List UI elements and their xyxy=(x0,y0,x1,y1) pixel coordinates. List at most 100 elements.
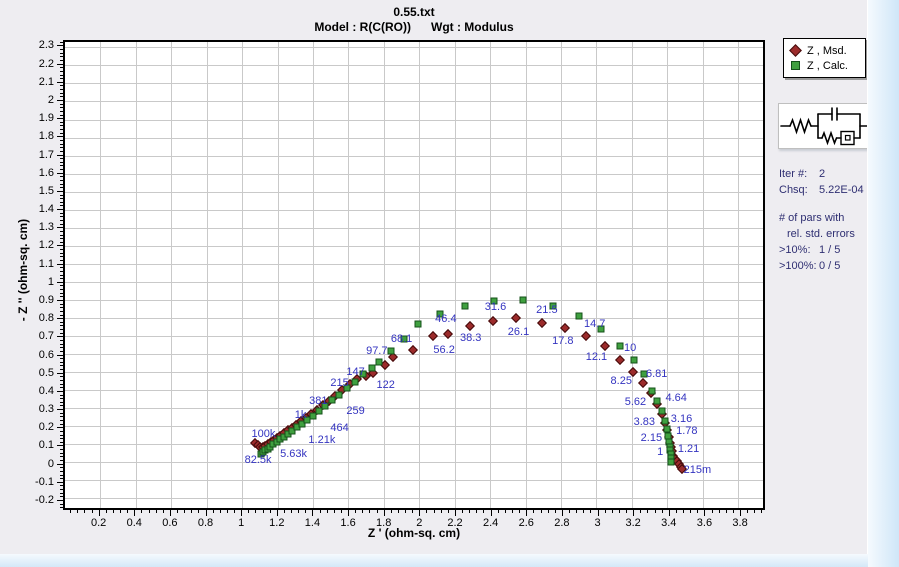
y-tick-label: 1.9 xyxy=(38,112,54,125)
x-tick-label: 0.8 xyxy=(197,517,214,529)
data-point-square xyxy=(597,325,605,333)
x-minor-tick xyxy=(162,510,164,513)
chsq-value: 5.22E-04 xyxy=(819,184,864,196)
y-minor-tick xyxy=(60,249,63,251)
legend: Z , Msd. Z , Calc. xyxy=(783,38,866,78)
y-minor-tick xyxy=(60,201,63,203)
data-point-square xyxy=(661,417,669,425)
window-edge-right xyxy=(867,0,899,567)
x-tick-label: 3 xyxy=(594,517,601,529)
y-major-tick xyxy=(57,190,63,192)
y-minor-tick xyxy=(60,234,63,236)
frequency-label: 1.21k xyxy=(308,434,336,447)
x-minor-tick xyxy=(718,510,720,513)
gridline-horizontal xyxy=(65,425,763,427)
data-point-square xyxy=(648,387,656,395)
frequency-label: 1k xyxy=(294,409,307,422)
y-minor-tick xyxy=(60,314,63,316)
y-minor-tick xyxy=(60,143,63,145)
y-major-tick xyxy=(57,336,63,338)
y-minor-tick xyxy=(60,96,63,98)
data-point-square xyxy=(630,356,638,364)
x-minor-tick xyxy=(198,510,200,513)
data-point-square xyxy=(303,416,311,424)
equivalent-circuit-icon[interactable] xyxy=(778,103,874,149)
data-point-square xyxy=(658,407,666,415)
y-minor-tick xyxy=(60,441,63,443)
y-tick-label: 0.9 xyxy=(38,293,54,306)
chart-title: 0.55.txt xyxy=(393,5,435,19)
y-minor-tick xyxy=(60,110,63,112)
y-minor-tick xyxy=(60,220,63,221)
x-minor-tick xyxy=(120,510,122,513)
data-point-square xyxy=(315,407,323,415)
gridline-horizontal xyxy=(65,119,763,121)
x-minor-tick xyxy=(697,510,699,513)
x-major-tick xyxy=(205,510,207,516)
gridline-horizontal xyxy=(65,299,763,301)
y-tick-label: 0.5 xyxy=(38,366,54,379)
y-major-tick xyxy=(57,354,63,356)
y-minor-tick xyxy=(60,329,63,331)
x-minor-tick xyxy=(298,510,300,513)
data-point-diamond xyxy=(442,328,453,339)
x-minor-tick xyxy=(112,510,114,513)
y-minor-tick xyxy=(60,376,63,378)
y-major-tick xyxy=(57,390,63,392)
circuit-diagram xyxy=(780,107,872,146)
y-tick-label: 1.2 xyxy=(38,239,54,252)
gt100-value: 0 / 5 xyxy=(819,260,841,272)
plot-region: 100k 82.5k 5.63k 1.21k 1k 381 464 259 215 147 122 9… xyxy=(35,39,765,529)
y-minor-tick xyxy=(60,161,63,163)
y-tick-label: 2.2 xyxy=(38,57,54,70)
y-minor-tick xyxy=(60,223,63,225)
y-minor-tick xyxy=(60,158,63,160)
data-point-square xyxy=(309,412,317,420)
y-major-tick xyxy=(57,427,63,429)
y-minor-tick xyxy=(60,165,63,167)
gridline-horizontal xyxy=(65,371,763,373)
x-minor-tick xyxy=(397,510,399,513)
data-point-square xyxy=(351,378,359,386)
x-tick-label: 3.6 xyxy=(696,517,713,529)
y-minor-tick xyxy=(60,150,63,152)
y-tick-label: 0 xyxy=(47,457,54,470)
x-minor-tick xyxy=(711,510,713,513)
data-point-diamond xyxy=(511,312,521,323)
x-tick-label: 3.4 xyxy=(661,517,677,529)
gridline-vertical xyxy=(313,42,315,508)
y-minor-tick xyxy=(60,296,63,298)
x-minor-tick xyxy=(590,510,592,513)
y-minor-tick xyxy=(60,292,63,294)
y-minor-tick xyxy=(60,78,63,80)
frequency-label: 31.6 xyxy=(484,301,507,313)
gridline-horizontal xyxy=(65,462,763,464)
plot-area[interactable]: 100k 82.5k 5.63k 1.21k 1k 381 464 259 215 147 122 9… xyxy=(63,40,765,510)
y-major-tick xyxy=(57,209,63,211)
y-minor-tick xyxy=(60,41,63,43)
data-point-square xyxy=(335,391,343,399)
frequency-label: 14.7 xyxy=(583,318,606,331)
y-tick-label: 1.8 xyxy=(38,130,54,143)
frequency-label: 2.15 xyxy=(640,431,663,444)
gridline-horizontal xyxy=(65,209,763,211)
x-tick-label: 1.2 xyxy=(269,517,285,529)
x-tick-label: 0.2 xyxy=(90,517,107,529)
y-minor-tick xyxy=(60,423,63,425)
y-minor-tick xyxy=(60,383,63,385)
data-point-square xyxy=(343,384,351,392)
x-major-tick xyxy=(454,510,456,516)
y-minor-tick xyxy=(60,59,63,61)
x-tick-label: 1.8 xyxy=(376,517,392,529)
y-major-tick xyxy=(57,499,63,501)
x-tick-label: 2.4 xyxy=(482,517,499,529)
pars-line1: # of pars with xyxy=(779,212,845,224)
frequency-label: 464 xyxy=(330,421,349,434)
y-minor-tick xyxy=(60,238,63,240)
y-minor-tick xyxy=(60,398,63,400)
x-minor-tick xyxy=(105,510,107,513)
frequency-label: 5.63k xyxy=(280,447,307,460)
window-edge-bottom xyxy=(0,554,868,567)
y-minor-tick xyxy=(60,485,63,487)
